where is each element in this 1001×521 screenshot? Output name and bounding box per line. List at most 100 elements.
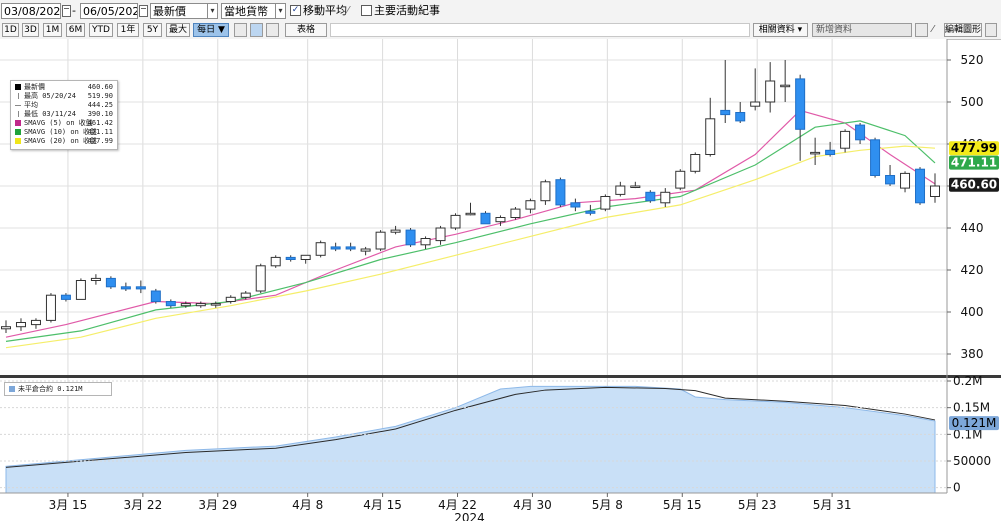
period-button-1d[interactable]: 1D xyxy=(2,23,19,37)
oi-y-tick-label: 0.2M xyxy=(953,374,982,388)
y-tick-label: 500 xyxy=(961,95,984,109)
candlestick xyxy=(495,215,506,226)
candle-body xyxy=(225,296,236,302)
delete-icon[interactable] xyxy=(915,23,928,37)
candlestick xyxy=(210,301,221,308)
candlestick xyxy=(720,60,731,123)
candle-body xyxy=(450,214,461,229)
legend-row-sma10: SMAVG (10) on 收盤 471.11 xyxy=(11,128,117,136)
price-plot-area xyxy=(0,39,947,375)
chart-type-button[interactable] xyxy=(234,23,247,37)
candlestick xyxy=(330,242,341,252)
candle-body xyxy=(345,246,356,250)
price-type-dropdown-icon[interactable]: ▾ xyxy=(207,3,218,19)
candlestick xyxy=(165,299,176,308)
candle-body xyxy=(630,185,641,188)
start-calendar-icon[interactable] xyxy=(62,5,71,17)
related-data-button[interactable]: 相關資料 ▾ xyxy=(753,23,808,37)
candlestick xyxy=(135,280,146,294)
date-toolbar: 03/08/2024 - 06/05/2024 最新價 ▾ 當地貨幣 ▾ ✓ 移… xyxy=(0,0,1001,23)
candle-body xyxy=(135,286,146,290)
candlestick xyxy=(60,293,71,302)
candle-body xyxy=(765,80,776,103)
candle-body xyxy=(810,151,821,155)
oi-tag-label: 0.121M xyxy=(952,416,997,430)
moving-average-checkbox[interactable]: ✓ xyxy=(290,5,301,16)
candle-body xyxy=(45,294,56,321)
candle-body xyxy=(900,172,911,189)
currency-select[interactable]: 當地貨幣 xyxy=(221,3,276,19)
candlestick xyxy=(150,288,161,304)
end-date-field[interactable]: 06/05/2024 xyxy=(80,3,138,19)
candle-body xyxy=(930,185,940,197)
period-button-1m[interactable]: 1M xyxy=(43,23,62,37)
legend-row-avg: 平均 444.25 xyxy=(11,101,117,109)
end-calendar-icon[interactable] xyxy=(139,5,148,17)
candle-body xyxy=(885,175,896,185)
new-data-input[interactable]: 新增資料 xyxy=(812,23,912,37)
x-tick-label: 4月 15 xyxy=(363,498,402,512)
price-tag-label: 471.11 xyxy=(951,156,997,170)
candle-body xyxy=(525,200,536,210)
settings-gear-icon[interactable] xyxy=(985,23,997,37)
candle-body xyxy=(495,217,506,223)
legend-square-icon xyxy=(15,129,21,135)
oi-y-tick-label: 0.15M xyxy=(953,401,990,415)
candlestick xyxy=(675,169,686,191)
candle-body xyxy=(825,149,836,156)
start-date-field[interactable]: 03/08/2024 xyxy=(1,3,61,19)
price-type-select[interactable]: 最新價 xyxy=(150,3,208,19)
candlestick xyxy=(570,198,581,212)
legend-up-icon xyxy=(18,93,19,99)
edit-pencil-icon[interactable]: ⁄ xyxy=(932,24,934,35)
candlestick xyxy=(870,137,881,178)
x-tick-label: 5月 23 xyxy=(738,498,777,512)
candle-body xyxy=(675,170,686,189)
candle-body xyxy=(540,181,551,202)
x-tick-label: 5月 31 xyxy=(813,498,852,512)
candle-body xyxy=(195,303,206,307)
candle-body xyxy=(120,286,131,290)
candlestick xyxy=(120,282,131,291)
x-tick-label: 4月 8 xyxy=(292,498,323,512)
candlestick xyxy=(390,225,401,235)
edit-chart-button[interactable]: 編輯圖形 xyxy=(944,23,982,37)
period-button-ytd[interactable]: YTD xyxy=(89,23,113,37)
candle-body xyxy=(15,322,26,328)
pencil-icon[interactable]: ⁄ xyxy=(347,4,349,17)
period-button-1y[interactable]: 1年 xyxy=(117,23,139,37)
candle-body xyxy=(735,112,746,122)
price-chart: 380400420440460480500520477.99471.11460.… xyxy=(0,39,1001,521)
candlestick xyxy=(480,211,491,225)
candle-body xyxy=(570,202,581,208)
legend-row-last: 最新價 460.60 xyxy=(11,83,117,91)
chart-option-button[interactable] xyxy=(266,23,279,37)
candlestick xyxy=(465,202,476,216)
candle-body xyxy=(615,185,626,195)
legend-square-icon xyxy=(9,386,15,392)
open-interest-legend: 未平倉合約 0.121M xyxy=(4,382,112,396)
x-tick-label: 5月 8 xyxy=(592,498,623,512)
candle-body xyxy=(795,78,806,130)
candlestick xyxy=(630,181,641,189)
candlestick xyxy=(510,207,521,220)
candle-body xyxy=(780,84,791,88)
candle-body xyxy=(690,154,701,172)
oi-y-tick-label: 0.1M xyxy=(953,427,982,441)
toolbar-spacer xyxy=(330,23,750,37)
events-checkbox[interactable] xyxy=(361,5,372,16)
candle-body xyxy=(150,290,161,302)
table-button[interactable]: 表格 xyxy=(285,23,327,37)
candle-body xyxy=(435,227,446,242)
period-button-5y[interactable]: 5Y xyxy=(143,23,162,37)
candle-body xyxy=(330,246,341,250)
chart-style-button[interactable] xyxy=(250,23,263,37)
period-button-6m[interactable]: 6M xyxy=(66,23,85,37)
period-button-max[interactable]: 最大 xyxy=(166,23,190,37)
candlestick xyxy=(765,62,776,113)
period-button-3d[interactable]: 3D xyxy=(22,23,39,37)
candle-body xyxy=(600,196,611,210)
currency-dropdown-icon[interactable]: ▾ xyxy=(275,3,286,19)
legend-row-high: 最高 05/20/24 519.90 xyxy=(11,92,117,100)
frequency-dropdown[interactable]: 每日 ▼ xyxy=(193,23,229,37)
